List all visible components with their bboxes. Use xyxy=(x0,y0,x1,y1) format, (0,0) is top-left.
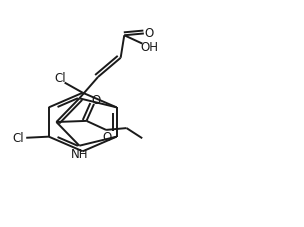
Text: O: O xyxy=(91,93,100,106)
Text: Cl: Cl xyxy=(13,132,25,145)
Text: NH: NH xyxy=(71,147,88,160)
Text: Cl: Cl xyxy=(54,72,66,84)
Text: O: O xyxy=(145,27,154,40)
Text: O: O xyxy=(102,130,112,143)
Text: OH: OH xyxy=(140,41,158,54)
